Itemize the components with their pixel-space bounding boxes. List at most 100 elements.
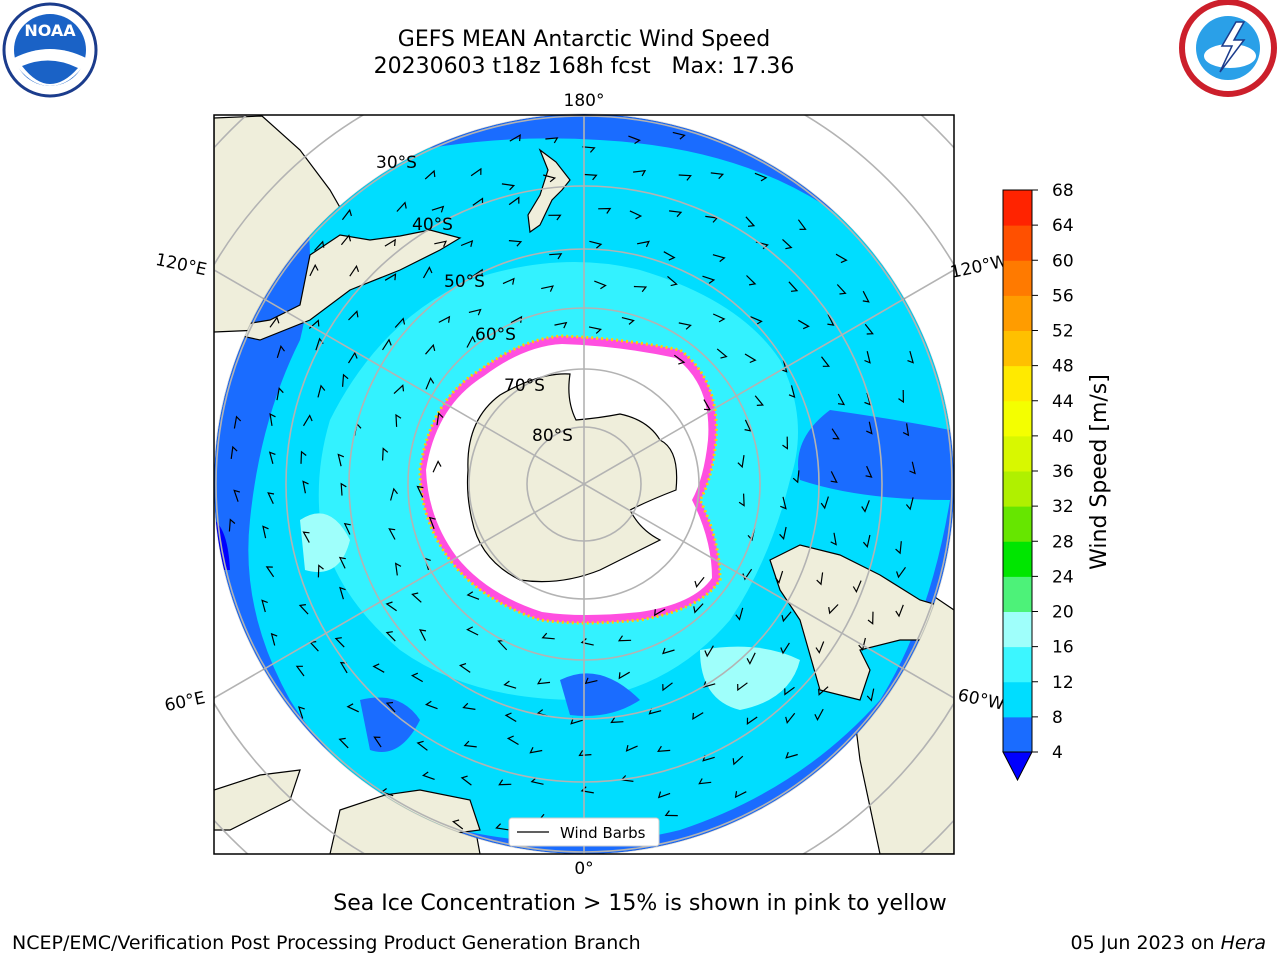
wind-barb bbox=[780, 496, 787, 510]
wind-barb bbox=[471, 268, 483, 278]
wind-barb bbox=[852, 580, 862, 594]
colorbar-segment bbox=[1003, 611, 1032, 648]
wind-barb bbox=[792, 470, 800, 484]
wind-barb bbox=[858, 637, 866, 651]
colorbar-tick-label: 44 bbox=[1052, 392, 1074, 412]
wind-barb bbox=[501, 183, 516, 191]
wind-barb bbox=[298, 604, 309, 615]
wind-barb bbox=[692, 712, 704, 721]
wind-barb bbox=[633, 169, 647, 177]
colorbar-tick-label: 4 bbox=[1052, 743, 1063, 763]
wind-barb bbox=[898, 389, 905, 404]
wind-barb bbox=[349, 264, 360, 277]
wind-barb bbox=[451, 819, 464, 830]
wind-barb bbox=[835, 253, 848, 264]
wind-barb bbox=[470, 167, 482, 177]
graticule bbox=[214, 115, 954, 854]
colorbar-tick-label: 12 bbox=[1052, 673, 1074, 693]
wind-barb bbox=[663, 251, 676, 261]
wind-barb bbox=[342, 373, 349, 387]
wind-barb bbox=[265, 566, 275, 578]
wind-barb bbox=[905, 497, 914, 511]
wind-barb bbox=[745, 216, 756, 227]
wind-barb bbox=[438, 315, 451, 323]
wind-barb bbox=[633, 285, 648, 293]
sea-ice-note: Sea Ice Concentration > 15% is shown in … bbox=[333, 891, 947, 916]
wind-barb bbox=[625, 744, 638, 752]
wind-barb bbox=[582, 146, 596, 153]
wind-barb bbox=[510, 315, 523, 324]
wind-barb bbox=[788, 281, 799, 292]
wind-barb bbox=[431, 205, 445, 213]
colorbar-label: Wind Speed [m/s] bbox=[1087, 374, 1112, 570]
noaa-logo-text: NOAA bbox=[24, 21, 76, 40]
wind-barb bbox=[411, 592, 422, 603]
wind-barb bbox=[703, 399, 712, 411]
wind-barb bbox=[373, 736, 382, 748]
colorbar-segment bbox=[1003, 225, 1032, 261]
wind-barb bbox=[268, 451, 276, 464]
footer-date-text: 05 Jun 2023 on bbox=[1070, 932, 1221, 954]
wind-barb bbox=[382, 447, 389, 461]
colorbar-tick-label: 32 bbox=[1052, 497, 1074, 517]
lat-label-60s: 60°S bbox=[475, 325, 516, 345]
colorbar-tick-label: 16 bbox=[1052, 638, 1074, 658]
wind-barb bbox=[704, 645, 714, 658]
wind-barb bbox=[410, 672, 423, 683]
wind-barb bbox=[629, 210, 643, 220]
wind-barb bbox=[425, 376, 435, 390]
wind-barb bbox=[673, 354, 686, 365]
wind-barb bbox=[864, 323, 874, 335]
wind-barb bbox=[428, 516, 436, 530]
lat-label-70s: 70°S bbox=[504, 376, 545, 396]
wind-barb bbox=[460, 775, 472, 786]
wind-barb bbox=[394, 562, 402, 576]
wind-barb bbox=[545, 137, 559, 144]
wind-barb bbox=[788, 385, 796, 398]
colorbar-segment bbox=[1003, 716, 1032, 753]
wind-barb bbox=[732, 755, 744, 766]
wind-barb bbox=[549, 253, 563, 260]
wind-barb bbox=[425, 343, 436, 355]
wind-barb bbox=[541, 632, 555, 640]
lon-label-120e: 120°E bbox=[154, 250, 209, 280]
colorbar-tick-label: 28 bbox=[1052, 532, 1074, 552]
wind-barb bbox=[782, 238, 793, 250]
wind-barb bbox=[536, 678, 551, 685]
colorbar-tick-label: 56 bbox=[1052, 286, 1074, 306]
wind-barb bbox=[621, 317, 635, 325]
colorbar-tick-label: 36 bbox=[1052, 462, 1074, 482]
colorbar-segment bbox=[1003, 576, 1032, 612]
footer-organization: NCEP/EMC/Verification Post Processing Pr… bbox=[12, 932, 641, 954]
colorbar-tick-label: 8 bbox=[1052, 708, 1063, 728]
colorbar-tick-label: 68 bbox=[1052, 181, 1074, 201]
colorbar-segment bbox=[1003, 330, 1032, 367]
wind-barb bbox=[393, 384, 405, 395]
wind-barb bbox=[381, 338, 392, 351]
lat-label-30s: 30°S bbox=[376, 153, 417, 173]
wind-barb bbox=[436, 412, 444, 426]
wind-barb bbox=[653, 608, 666, 617]
wind-barb bbox=[780, 642, 790, 655]
wind-barbs bbox=[228, 131, 916, 833]
colorbar-segment bbox=[1003, 295, 1032, 331]
wind-barb bbox=[262, 525, 269, 539]
wind-barb bbox=[664, 810, 678, 817]
wind-barb bbox=[228, 518, 236, 532]
wind-barb bbox=[814, 708, 824, 722]
wind-barb bbox=[678, 322, 692, 330]
wind-barb bbox=[902, 423, 910, 437]
wind-barb bbox=[432, 460, 442, 473]
wind-barb bbox=[837, 393, 846, 406]
colorbar-segment bbox=[1003, 365, 1032, 402]
wind-barb bbox=[618, 671, 631, 680]
wind-barb bbox=[337, 453, 345, 467]
map-title: GEFS MEAN Antarctic Wind Speed bbox=[397, 27, 771, 52]
wind-barb bbox=[735, 607, 744, 621]
wind-barb bbox=[543, 174, 557, 183]
wind-barb bbox=[385, 601, 397, 612]
wind-barb bbox=[348, 310, 359, 321]
wind-barb bbox=[434, 240, 448, 248]
wind-barb bbox=[712, 313, 726, 323]
